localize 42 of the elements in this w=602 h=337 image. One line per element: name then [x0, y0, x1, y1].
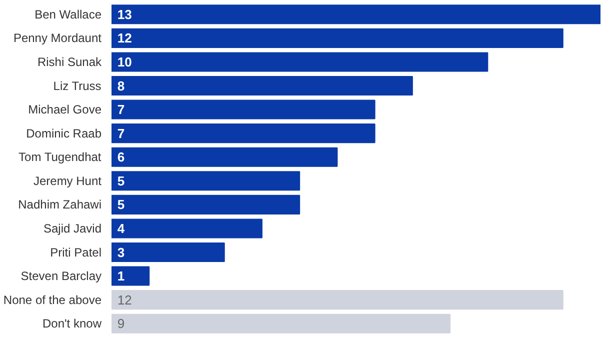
bar [112, 147, 338, 167]
y-tick-label: Jeremy Hunt [33, 174, 102, 188]
data-label: 7 [117, 126, 125, 141]
bar [112, 52, 488, 72]
data-label: 13 [117, 6, 132, 22]
y-tick-label: Don't know [42, 316, 102, 331]
y-tick-label: Priti Patel [50, 245, 102, 260]
y-tick-label: Penny Mordaunt [13, 31, 102, 46]
bar [112, 4, 600, 24]
bar [112, 266, 150, 286]
data-label: 10 [117, 54, 132, 70]
y-tick-label: None of the above [3, 292, 102, 307]
data-label: 7 [117, 102, 125, 118]
data-label: 9 [117, 316, 125, 332]
bar [112, 100, 376, 120]
data-label: 12 [117, 30, 132, 46]
data-label: 12 [117, 292, 132, 308]
bar [112, 171, 300, 191]
bar [112, 76, 413, 96]
y-tick-label: Ben Wallace [34, 7, 102, 22]
bar [112, 194, 300, 214]
y-tick-label: Tom Tugendhat [18, 150, 102, 164]
bar [112, 314, 451, 334]
bar [112, 28, 564, 48]
y-tick-label: Sajid Javid [43, 221, 102, 236]
bar [112, 218, 262, 238]
data-label: 1 [117, 268, 125, 284]
data-label: 4 [117, 220, 126, 236]
bar [112, 242, 225, 262]
data-label: 5 [117, 197, 125, 212]
y-tick-label: Nadhim Zahawi [18, 198, 102, 212]
y-tick-label: Liz Truss [53, 78, 102, 93]
y-tick-label: Rishi Sunak [37, 54, 102, 69]
y-tick-label: Michael Gove [28, 102, 102, 117]
data-label: 8 [117, 78, 125, 94]
y-tick-label: Steven Barclay [20, 269, 102, 284]
data-label: 5 [117, 173, 125, 188]
y-tick-label: Dominic Raab [26, 126, 102, 140]
data-label: 3 [117, 244, 125, 260]
data-label: 6 [117, 150, 125, 165]
bar [112, 290, 564, 310]
bar [112, 124, 376, 144]
